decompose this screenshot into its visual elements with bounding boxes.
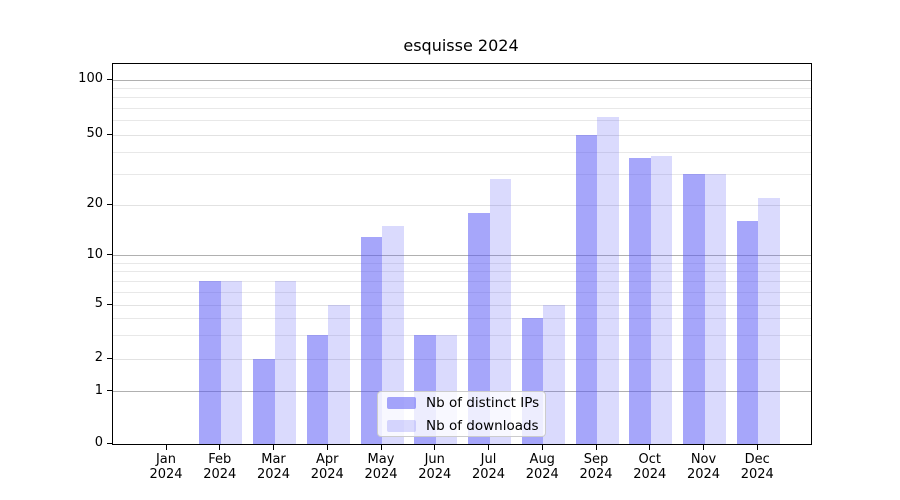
y-axis-tick-label: 2 — [94, 350, 103, 366]
x-axis-tick-label: Oct 2024 — [623, 452, 677, 482]
x-axis-tick — [488, 445, 489, 450]
legend-swatch — [387, 396, 416, 409]
legend-label: Nb of distinct IPs — [426, 394, 540, 411]
minor-gridline — [113, 334, 811, 336]
bar-distinct-ips — [360, 236, 382, 444]
x-axis-tick-label-year: 2024 — [686, 467, 721, 482]
bar-downloads — [220, 281, 243, 444]
bar-distinct-ips — [253, 359, 275, 444]
x-axis-tick — [273, 445, 274, 450]
y-axis-tick — [107, 78, 112, 80]
x-axis-tick-label: Jan 2024 — [139, 452, 193, 482]
y-axis-tick-label: 50 — [86, 126, 103, 141]
minor-gridline — [113, 280, 811, 282]
bar-downloads — [274, 281, 296, 444]
x-axis-tick — [165, 445, 167, 450]
x-axis-tick-label-year: 2024 — [256, 467, 291, 482]
minor-gridline — [113, 204, 811, 206]
x-axis-tick-label: Aug 2024 — [515, 452, 569, 482]
x-axis-tick-label: Mar 2024 — [247, 452, 301, 482]
y-axis-tick — [107, 303, 112, 305]
x-axis-tick-label-year: 2024 — [364, 467, 398, 482]
minor-gridline — [113, 358, 811, 360]
y-axis-tick — [107, 254, 112, 256]
bar-downloads — [758, 197, 780, 444]
x-axis-tick-label-year: 2024 — [149, 467, 183, 482]
bar-downloads — [489, 179, 511, 444]
bar-downloads — [382, 226, 404, 444]
bar-distinct-ips — [468, 212, 490, 444]
x-axis-tick — [595, 445, 597, 450]
x-axis-tick-label-year: 2024 — [203, 467, 237, 482]
x-axis-tick-label: May 2024 — [354, 452, 408, 482]
x-axis-tick — [219, 445, 221, 450]
y-axis-tick-label: 5 — [94, 296, 103, 311]
minor-gridline — [113, 271, 811, 273]
minor-gridline — [113, 107, 811, 109]
minor-gridline — [113, 291, 811, 293]
x-axis-tick-label: Apr 2024 — [300, 452, 354, 482]
bar-downloads — [328, 305, 350, 444]
x-axis-tick-label: Dec 2024 — [730, 452, 784, 482]
y-axis-tick — [107, 357, 112, 359]
minor-gridline — [113, 120, 811, 122]
x-axis-tick — [703, 445, 704, 450]
bar-distinct-ips — [629, 158, 651, 444]
minor-gridline — [113, 134, 811, 136]
x-axis-tick-label: Feb 2024 — [193, 452, 247, 482]
y-axis-tick-label: 1 — [94, 382, 103, 398]
bar-downloads — [543, 305, 565, 444]
major-gridline — [113, 255, 811, 257]
bar-distinct-ips — [736, 221, 759, 444]
bar-distinct-ips — [306, 335, 329, 444]
minor-gridline — [113, 97, 811, 99]
y-axis-tick — [107, 133, 112, 135]
bar-distinct-ips — [575, 135, 597, 444]
y-axis-tick — [107, 442, 112, 444]
x-axis-tick — [434, 445, 436, 450]
x-axis-tick — [756, 445, 758, 450]
bar-distinct-ips — [199, 281, 221, 444]
minor-gridline — [113, 151, 811, 153]
x-axis-tick — [326, 445, 328, 450]
x-axis-tick-label: Sep 2024 — [569, 452, 623, 482]
x-axis-tick-label-year: 2024 — [525, 467, 559, 482]
x-axis-tick-label-year: 2024 — [633, 467, 667, 482]
minor-gridline — [113, 173, 811, 175]
bar-downloads — [650, 155, 673, 444]
major-gridline — [113, 79, 811, 81]
minor-gridline — [113, 262, 811, 264]
minor-gridline — [113, 87, 811, 89]
legend: Nb of distinct IPs Nb of downloads — [377, 391, 546, 437]
x-axis-tick — [649, 445, 651, 450]
y-axis-tick-label: 10 — [86, 246, 103, 262]
legend-swatch — [387, 419, 416, 432]
legend-label: Nb of downloads — [426, 417, 539, 434]
x-axis-tick-label: Jun 2024 — [408, 452, 462, 482]
bar-downloads — [597, 116, 619, 444]
y-axis-tick-label: 100 — [78, 71, 103, 86]
chart-title: esquisse 2024 — [403, 36, 519, 55]
x-axis-tick-label-year: 2024 — [740, 467, 774, 482]
x-axis-tick-label-year: 2024 — [418, 467, 452, 482]
x-axis-tick-label-year: 2024 — [471, 467, 506, 482]
legend-item: Nb of downloads — [387, 417, 539, 434]
minor-gridline — [113, 304, 811, 306]
x-axis-tick — [380, 445, 382, 450]
legend-item: Nb of distinct IPs — [387, 394, 540, 411]
x-axis-tick — [541, 445, 543, 450]
x-axis-tick-label: Jul 2024 — [462, 452, 516, 482]
x-axis-tick-label-year: 2024 — [579, 467, 613, 482]
x-axis-tick-label-year: 2024 — [310, 467, 344, 482]
bar-distinct-ips — [683, 174, 705, 444]
x-axis-tick-label: Nov 2024 — [677, 452, 731, 482]
y-axis-tick — [107, 203, 112, 205]
minor-gridline — [113, 317, 811, 319]
y-axis-tick-label: 20 — [86, 196, 103, 211]
y-axis-tick-label: 0 — [94, 435, 103, 450]
y-axis-tick — [107, 390, 112, 392]
bar-downloads — [704, 174, 726, 444]
plot-area — [112, 63, 812, 445]
